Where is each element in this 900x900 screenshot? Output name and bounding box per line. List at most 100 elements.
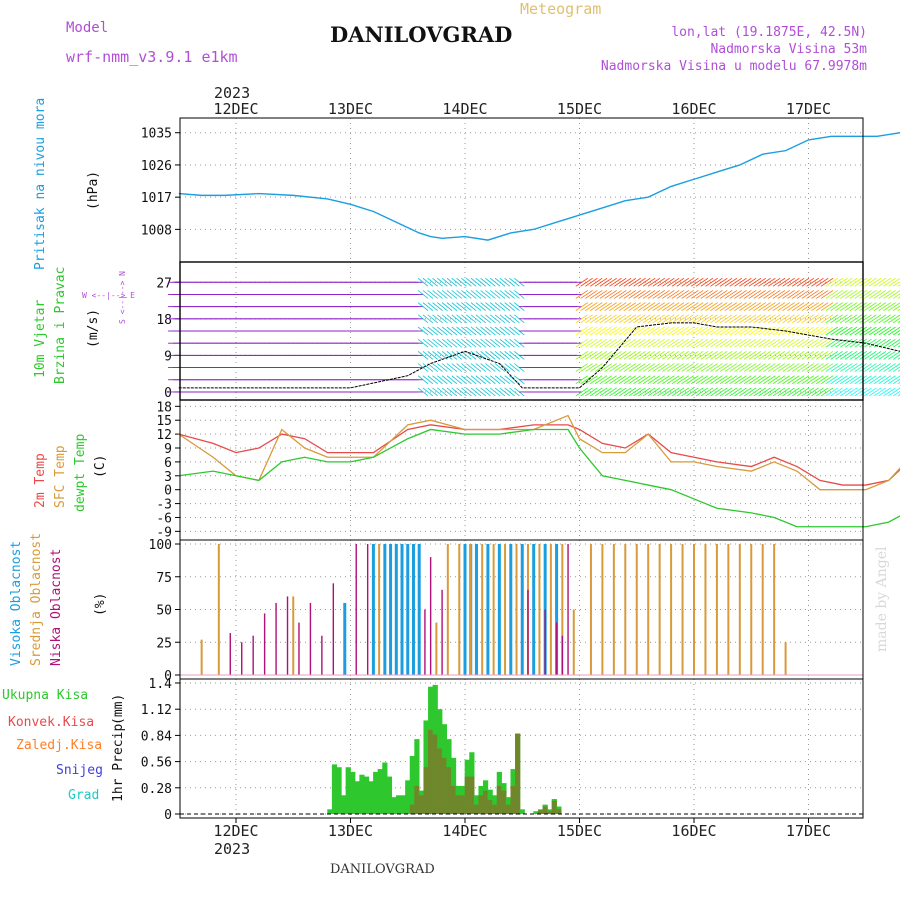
wind-barb	[753, 290, 766, 299]
precip-bar	[473, 795, 480, 814]
wind-barb	[618, 351, 632, 360]
wind-barb	[892, 366, 900, 372]
wind-barb	[676, 363, 690, 372]
wind-barb	[585, 338, 598, 348]
wind-barb	[705, 375, 718, 385]
wind-barb	[437, 363, 448, 372]
wind-barb	[609, 290, 622, 299]
wind-barb	[878, 351, 892, 360]
wind-barb	[791, 387, 805, 397]
wind-barb	[589, 277, 603, 287]
y-tick-label: 1035	[141, 127, 172, 142]
conv-precip-bar	[483, 790, 489, 814]
wind-barb	[690, 387, 704, 397]
wind-barb	[609, 375, 622, 385]
wind-barb	[801, 351, 815, 360]
wind-barb	[485, 351, 496, 360]
wind-barb	[849, 277, 863, 287]
wind-barb	[830, 302, 843, 311]
wind-barb	[628, 314, 641, 324]
wind-barb	[724, 375, 738, 385]
wind-barb	[594, 277, 608, 287]
wind-barb	[638, 375, 651, 385]
low-cloud-bar	[555, 622, 558, 675]
wind-barb	[604, 338, 617, 348]
wind-barb	[614, 277, 627, 287]
wind-barb	[509, 277, 520, 287]
wind-barb	[441, 290, 453, 299]
wind-barb	[859, 387, 872, 397]
wind-barb	[465, 363, 477, 372]
wind-barb	[854, 375, 867, 385]
sfc-temp-line	[178, 414, 900, 491]
wind-barb	[777, 326, 791, 336]
wind-barb	[782, 351, 795, 360]
wind-barb	[815, 326, 829, 336]
wind-barb	[441, 302, 453, 311]
wind-barb	[599, 290, 613, 299]
conv-precip-bar	[441, 757, 447, 814]
wind-barb	[825, 363, 839, 372]
wind-barb	[835, 314, 848, 324]
wind-barb	[456, 326, 467, 336]
wind-barb	[647, 302, 661, 311]
wind-barb	[470, 326, 482, 336]
wind-barb	[820, 302, 834, 311]
wind-barb	[767, 314, 781, 324]
wind-barb	[787, 375, 800, 385]
wind-barb	[461, 351, 472, 360]
wind-barb	[485, 277, 496, 287]
wind-barb	[681, 351, 694, 360]
high-cloud-bar	[394, 544, 398, 675]
wind-barb	[489, 375, 501, 385]
wind-barb	[743, 375, 757, 385]
wind-barb	[427, 314, 438, 324]
wind-barb	[796, 351, 810, 360]
wind-barb	[666, 314, 680, 324]
wind-barb	[580, 387, 593, 397]
wind-barb	[782, 277, 795, 287]
wind-barb	[422, 363, 434, 372]
wind-barb	[441, 387, 453, 397]
wind-barb	[801, 375, 815, 385]
wind-barb	[686, 351, 699, 360]
wind-barb	[451, 290, 463, 299]
watermark: made by Angel	[874, 546, 890, 652]
wind-barb	[638, 314, 651, 324]
wind-barb	[878, 277, 892, 287]
wind-barb	[446, 302, 458, 311]
precip-bar	[363, 776, 370, 814]
wind-barb	[743, 314, 757, 324]
wind-barb	[671, 351, 685, 360]
mid-cloud-bar	[572, 609, 575, 675]
wind-barb	[456, 375, 467, 385]
y-tick-label: 18	[156, 400, 172, 415]
wind-barb	[767, 363, 781, 372]
wind-barb	[734, 302, 747, 311]
wind-barb	[427, 375, 438, 385]
wind-barb	[690, 363, 704, 372]
wind-barb	[864, 302, 877, 311]
mid-cloud-bar	[481, 544, 484, 675]
wind-barb	[427, 363, 438, 372]
wind-barb	[480, 375, 491, 385]
wind-barb	[494, 387, 506, 397]
wind-barb	[883, 387, 896, 397]
wind-barb	[585, 277, 598, 287]
precip-bar	[345, 767, 351, 814]
wind-barb	[844, 314, 858, 324]
wind-barb	[599, 387, 613, 397]
wind-barb	[618, 387, 632, 397]
wind-barb	[811, 375, 824, 385]
wind-barb	[437, 314, 448, 324]
wind-barb	[465, 290, 477, 299]
wind-barb	[642, 290, 656, 299]
wind-barb	[470, 387, 482, 397]
wind-barb	[743, 326, 757, 336]
wind-barb	[437, 338, 448, 348]
conv-precip-bar	[487, 799, 493, 814]
wind-barb	[480, 363, 491, 372]
wind-barb	[666, 277, 680, 287]
wind-barb	[777, 387, 791, 397]
y-tick-label: 0.84	[141, 729, 172, 744]
